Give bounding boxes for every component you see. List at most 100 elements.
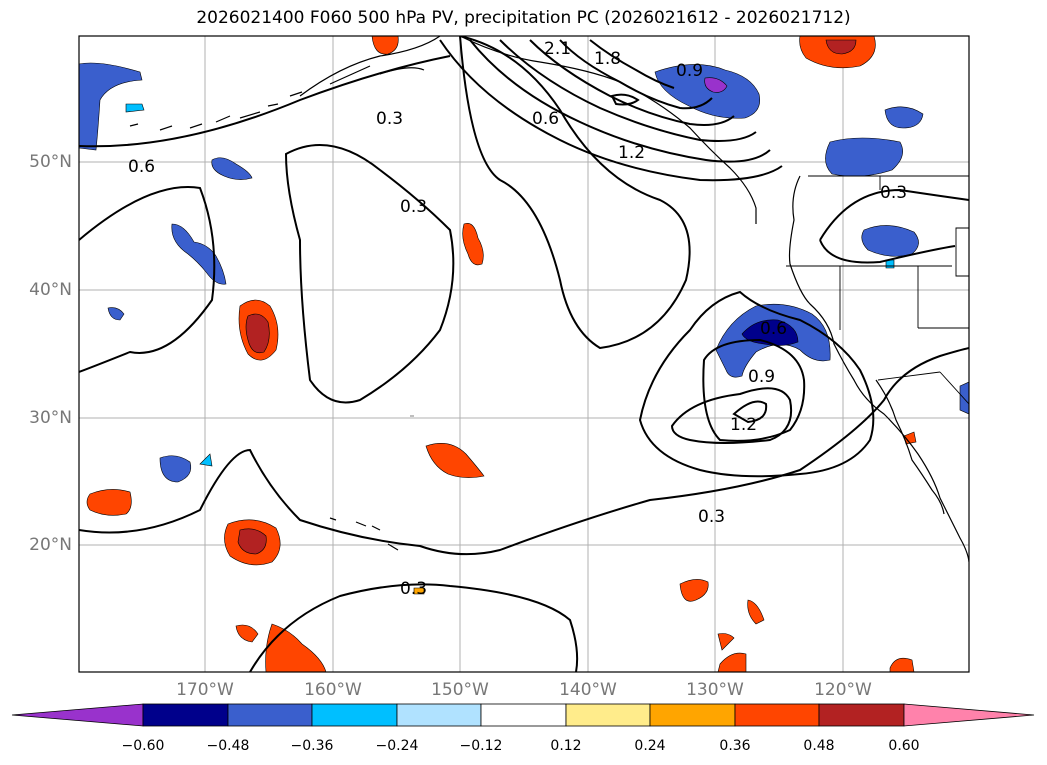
contour-0-3-mid-loop <box>284 144 455 404</box>
neg-blob-w3 <box>171 223 227 285</box>
contour-0-3-baja-loop <box>638 290 875 478</box>
contour-label-0-9-baja: 0.9 <box>748 367 775 387</box>
pos-blob-south4 <box>747 599 765 625</box>
colorbar-tick-4: −0.24 <box>375 738 419 754</box>
contour-label-0-3-central: 0.3 <box>698 507 725 527</box>
border-rect-east <box>955 227 969 277</box>
colorbar-extend-low <box>11 703 144 727</box>
contour-label-0-9-north: 0.9 <box>676 61 703 81</box>
neg-blob-nw-canada <box>825 137 903 177</box>
neg-blob-far-west <box>79 62 143 151</box>
contour-0-3-big <box>459 36 691 350</box>
colorbar-bin-5 <box>480 703 567 727</box>
lon-label-140w: 140°W <box>559 680 617 700</box>
map-title: 2026021400 F060 500 hPa PV, precipitatio… <box>196 8 851 28</box>
positive-precip-areas <box>86 36 917 672</box>
contour-0-3-north <box>79 55 451 148</box>
negative-precip-areas <box>79 62 969 483</box>
contour-label-0-3-east: 0.3 <box>880 183 907 203</box>
colorbar-tick-10: 0.60 <box>888 738 920 754</box>
pos-blob-central-w-core <box>245 313 270 354</box>
border-us-mexico <box>877 371 941 381</box>
neg-blob-mexico <box>959 381 969 415</box>
map-frame <box>78 35 970 673</box>
colorbar-tick-3: −0.36 <box>290 738 334 754</box>
contour-label-0-6-baja: 0.6 <box>760 319 787 339</box>
colorbar-bin-7 <box>649 703 736 727</box>
neg-blob-alaska <box>654 64 760 119</box>
lon-label-150w: 150°W <box>431 680 489 700</box>
contour-label-1-2-baja: 1.2 <box>730 415 757 435</box>
neg-blob-w2 <box>211 157 253 180</box>
lat-label-50n: 50°N <box>29 152 72 172</box>
contour-0-6-west <box>79 186 216 373</box>
contour-ridge-2 <box>469 39 771 163</box>
pos-blob-north1 <box>371 36 399 55</box>
pos-blob-central-n <box>462 223 484 266</box>
colorbar-tick-1: −0.60 <box>121 738 165 754</box>
lat-label-40n: 40°N <box>29 280 72 300</box>
contour-0-3-east <box>819 188 969 241</box>
pv-contours <box>79 36 969 672</box>
colorbar-tick-9: 0.48 <box>803 738 835 754</box>
contour-0-6-baja <box>702 338 806 442</box>
coast-hawaii <box>329 517 399 551</box>
pos-blob-center-s <box>425 443 485 478</box>
contour-ridge-3 <box>499 39 757 142</box>
contour-0-3-east-loop <box>819 239 956 264</box>
contour-0-3-central <box>79 347 969 556</box>
neg-blob-w6 <box>199 453 213 467</box>
colorbar-tick-6: 0.12 <box>550 738 582 754</box>
contour-ridge-5 <box>559 39 713 110</box>
pos-blob-south5 <box>717 633 735 651</box>
lat-label-20n: 20°N <box>29 535 72 555</box>
lon-label-120w: 120°W <box>814 680 872 700</box>
contour-ridge-4 <box>529 39 735 126</box>
contour-label-0-6-north: 0.6 <box>532 109 559 129</box>
contour-label-1-8: 1.8 <box>594 49 621 69</box>
pos-blob-south6 <box>717 652 747 672</box>
neg-blob-alaska-core <box>704 77 728 93</box>
lon-label-170w: 170°W <box>176 680 234 700</box>
contour-label-0-3-mid: 0.3 <box>400 197 427 217</box>
pos-blob-tiny-hawaii <box>413 587 425 595</box>
pos-blob-north2-core <box>825 39 857 55</box>
contour-label-0-3-north: 0.3 <box>376 109 403 129</box>
colorbar-bin-2 <box>227 703 313 727</box>
colorbar-tick-2: −0.48 <box>206 738 250 754</box>
political-borders <box>786 175 969 405</box>
pos-blob-mexico-s <box>889 657 915 672</box>
coast-aleutians <box>129 91 303 131</box>
colorbar-tick-5: −0.12 <box>459 738 503 754</box>
colorbar-bin-9 <box>818 703 905 727</box>
colorbar-bin-4 <box>396 703 482 727</box>
graticule <box>79 36 969 672</box>
coast-bc-wa <box>788 175 969 563</box>
coast-baja <box>875 379 945 515</box>
contour-label-0-3-south: 0.3 <box>400 579 427 599</box>
colorbar-bin-8 <box>734 703 820 727</box>
colorbar-bin-1 <box>142 703 229 727</box>
pos-blob-south3 <box>679 579 709 602</box>
lon-label-160w: 160°W <box>304 680 362 700</box>
coast-alaska <box>299 36 757 224</box>
contour-label-group: 2.1 1.8 0.9 0.3 0.6 1.2 0.6 0.3 0.3 0.6 … <box>128 39 907 599</box>
neg-blob-small-w1 <box>125 103 145 113</box>
colorbar-bin-3 <box>311 703 398 727</box>
neg-blob-bc <box>884 106 924 129</box>
contour-0-9-baja <box>670 387 792 444</box>
contour-ridge-6 <box>589 39 675 89</box>
contour-label-0-6-west: 0.6 <box>128 157 155 177</box>
contour-ridge-core <box>610 93 640 106</box>
map-plot-area <box>79 36 969 672</box>
contour-0-3-south <box>249 583 579 672</box>
lat-label-30n: 30°N <box>29 408 72 428</box>
contour-1-2-baja <box>732 400 768 424</box>
neg-blob-w5 <box>159 455 192 483</box>
colorbar <box>11 703 1035 727</box>
pos-blob-south1 <box>235 624 259 643</box>
contour-ridge-1 <box>439 39 783 182</box>
contour-label-1-2-north: 1.2 <box>618 143 645 163</box>
pos-blob-sw2-core <box>237 528 267 555</box>
